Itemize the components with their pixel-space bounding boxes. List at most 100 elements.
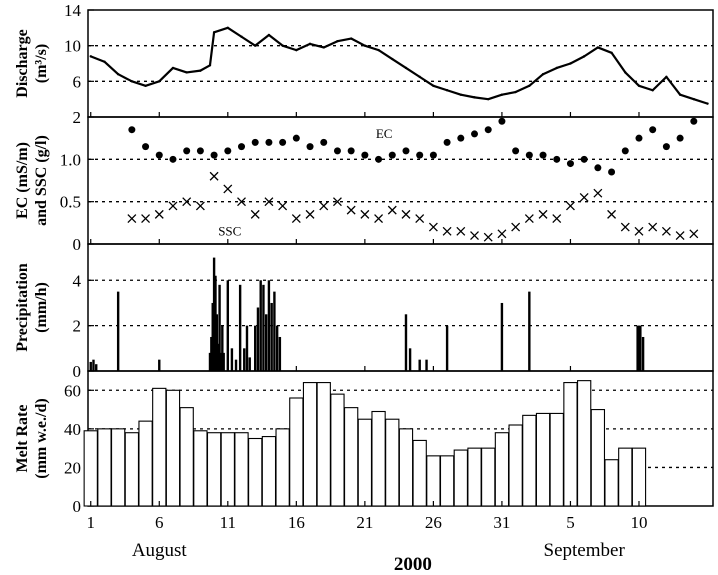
ec-point [320, 138, 328, 146]
precipitation-bar [215, 314, 219, 371]
precipitation-bar [636, 325, 639, 371]
melt-rate-bar [152, 387, 167, 507]
melt-rate-bar [385, 418, 400, 507]
ec-point [471, 130, 479, 138]
precipitation-bar [270, 302, 273, 371]
precipitation-bar [273, 291, 276, 371]
melt-rate-bar [165, 389, 181, 507]
ec-point [416, 151, 424, 159]
ec-point [662, 143, 670, 151]
precipitation-bar [641, 336, 645, 371]
ec-point [621, 147, 629, 155]
ec-point [566, 160, 574, 168]
ssc-point [442, 226, 452, 236]
discharge-point [610, 51, 613, 54]
melt-rate-bar [453, 449, 468, 507]
melt-rate-bar [467, 447, 482, 507]
ssc-point [223, 184, 233, 194]
discharge-point [404, 66, 408, 70]
melt-rate-bar [330, 393, 345, 507]
melt-rate-bar [206, 432, 222, 507]
discharge-point [692, 97, 696, 101]
ssc-point [648, 222, 658, 232]
ssc-point [552, 214, 562, 224]
y-axis-label: Discharge [14, 29, 31, 97]
ssc-point [319, 201, 329, 211]
discharge-point [295, 48, 298, 52]
x-tick-label: 1 [86, 513, 95, 532]
ssc-point [182, 197, 192, 207]
y-axis-label: and SSC (g/l) [33, 135, 50, 226]
melt-rate-bar [426, 455, 441, 507]
discharge-point [391, 57, 394, 61]
ec-ssc-panel: 0 0.5 1.0 EC (mS/m) and SSC (g/l) EC SSC [14, 116, 714, 254]
discharge-point [267, 33, 271, 37]
ssc-point [264, 197, 274, 207]
ssc-point [675, 231, 685, 240]
ec-point [429, 151, 437, 159]
ssc-point [470, 231, 479, 240]
discharge-point [308, 42, 312, 46]
x-tick-label: 26 [425, 513, 442, 532]
precipitation-bar [418, 359, 421, 371]
precipitation-bar [404, 314, 408, 371]
ec-point [142, 143, 150, 151]
y-tick-label: 1.0 [60, 150, 81, 169]
discharge-point [624, 71, 627, 74]
melt-rate-bar [631, 447, 647, 507]
ssc-point [511, 222, 521, 232]
ec-point [676, 134, 684, 142]
y-tick-label: 10 [64, 37, 81, 56]
melt-rate-bar [590, 409, 606, 507]
discharge-point [349, 37, 353, 40]
melt-rate-bar [563, 382, 578, 507]
precipitation-bar [264, 314, 268, 371]
discharge-point [418, 75, 421, 79]
melt-rate-bar [344, 407, 359, 507]
y-tick-label: 0 [73, 235, 82, 254]
x-tick-label: 31 [493, 513, 510, 532]
discharge-point [651, 89, 654, 92]
precipitation-bar [639, 325, 642, 371]
discharge-panel: 2 6 10 14 Discharge (m³/s) [14, 1, 714, 127]
ssc-point [209, 171, 219, 181]
ec-point [553, 155, 561, 163]
ssc-point [127, 214, 137, 224]
ssc-point [593, 188, 603, 198]
precipitation-bar [275, 325, 279, 371]
precipitation-bar [445, 325, 449, 371]
precipitation-bar [425, 359, 428, 371]
precipitation-bar [221, 325, 224, 371]
ssc-point [195, 201, 205, 211]
ssc-point [387, 205, 397, 215]
ssc-point [415, 214, 425, 224]
precipitation-bar [211, 302, 214, 371]
ec-point [443, 138, 451, 146]
ec-point [539, 151, 547, 159]
melt-rate-bar [220, 432, 235, 507]
precipitation-bar [214, 275, 217, 371]
discharge-point [528, 84, 531, 87]
discharge-point [487, 97, 490, 101]
ssc-point [565, 201, 575, 211]
melt-rate-bar [261, 436, 277, 507]
melt-rate-bar [97, 428, 112, 507]
discharge-line [90, 26, 708, 105]
ssc-point [428, 222, 438, 232]
melt-rate-bar [179, 407, 194, 507]
discharge-point [158, 80, 161, 83]
ec-point [690, 117, 698, 125]
ec-point [265, 138, 273, 146]
discharge-point [473, 96, 476, 99]
precipitation-bar [262, 284, 265, 371]
discharge-point [637, 84, 641, 87]
y-axis-label: (mm/h) [33, 282, 50, 333]
ssc-point [538, 209, 548, 219]
ssc-point [579, 192, 589, 202]
ec-point [484, 126, 492, 134]
ec-point [128, 126, 136, 134]
melt-rate-bar [439, 455, 455, 507]
discharge-point [582, 55, 586, 58]
precipitation-bar [217, 343, 220, 371]
x-tick-label: 21 [356, 513, 373, 532]
